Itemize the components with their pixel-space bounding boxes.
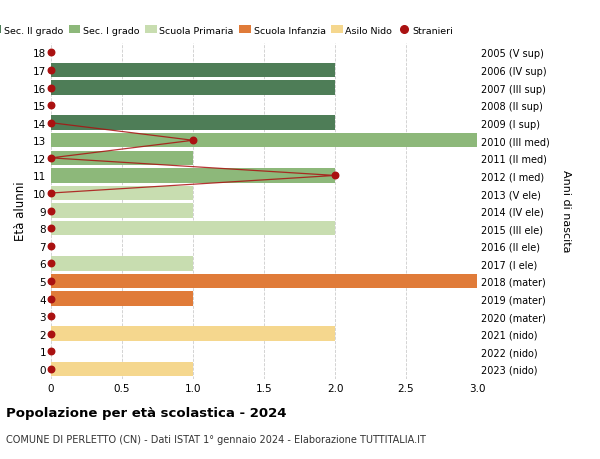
Bar xyxy=(51,204,193,218)
Bar xyxy=(51,169,335,183)
Bar xyxy=(51,134,477,148)
Point xyxy=(46,330,56,338)
Bar xyxy=(51,327,335,341)
Bar xyxy=(51,81,335,95)
Bar xyxy=(51,362,193,376)
Point xyxy=(46,84,56,92)
Y-axis label: Età alunni: Età alunni xyxy=(14,181,28,241)
Point xyxy=(46,313,56,320)
Point xyxy=(46,190,56,197)
Point xyxy=(46,278,56,285)
Point xyxy=(46,67,56,74)
Text: COMUNE DI PERLETTO (CN) - Dati ISTAT 1° gennaio 2024 - Elaborazione TUTTITALIA.I: COMUNE DI PERLETTO (CN) - Dati ISTAT 1° … xyxy=(6,434,426,444)
Point xyxy=(46,260,56,268)
Point xyxy=(46,155,56,162)
Bar xyxy=(51,186,193,201)
Bar xyxy=(51,64,335,78)
Point xyxy=(46,50,56,57)
Point xyxy=(46,120,56,127)
Bar xyxy=(51,151,193,166)
Bar xyxy=(51,116,335,131)
Bar xyxy=(51,222,335,236)
Point xyxy=(188,137,198,145)
Point xyxy=(46,207,56,215)
Legend: Sec. II grado, Sec. I grado, Scuola Primaria, Scuola Infanzia, Asilo Nido, Stran: Sec. II grado, Sec. I grado, Scuola Prim… xyxy=(0,26,453,35)
Point xyxy=(330,173,340,180)
Point xyxy=(46,242,56,250)
Bar xyxy=(51,257,193,271)
Point xyxy=(46,102,56,110)
Point xyxy=(46,348,56,355)
Bar xyxy=(51,291,193,306)
Point xyxy=(46,365,56,373)
Point xyxy=(46,295,56,302)
Bar xyxy=(51,274,477,289)
Y-axis label: Anni di nascita: Anni di nascita xyxy=(561,170,571,252)
Point xyxy=(46,225,56,232)
Text: Popolazione per età scolastica - 2024: Popolazione per età scolastica - 2024 xyxy=(6,406,287,419)
